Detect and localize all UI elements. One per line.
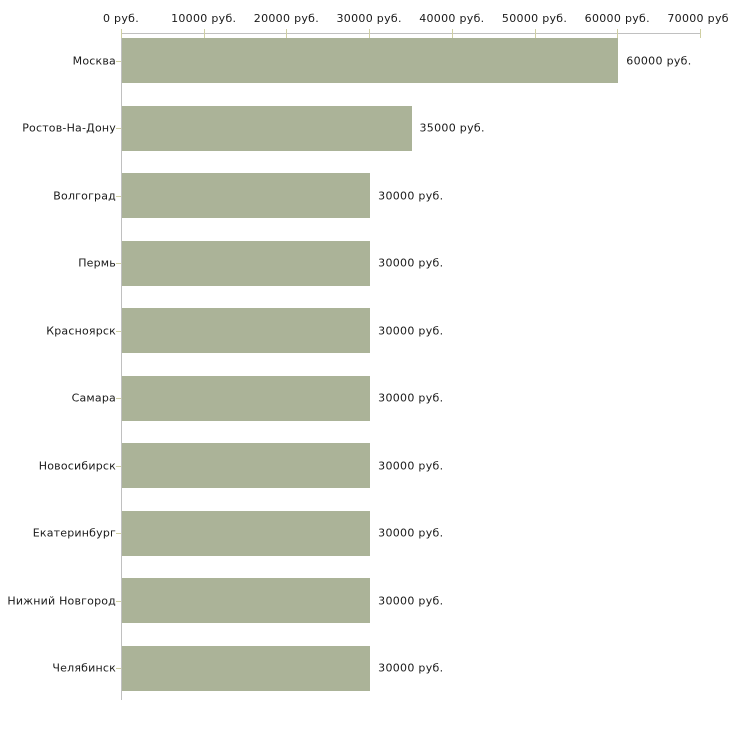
bar-value-label: 35000 руб. (419, 121, 485, 135)
bar-8 (122, 510, 371, 556)
bar-value-label: 30000 руб. (378, 459, 444, 472)
y-axis-tick (116, 398, 121, 399)
bar-value-label: 30000 руб. (378, 594, 444, 607)
x-axis-tick-label: 60000 руб. (584, 12, 650, 25)
y-axis-tick (116, 533, 121, 534)
bar-10 (122, 645, 371, 691)
category-label: Ростов-На-Дону (22, 121, 116, 135)
category-label: Волгоград (53, 189, 116, 202)
y-axis-tick (116, 465, 121, 467)
x-axis-tick (617, 29, 619, 38)
category-label: Красноярск (46, 324, 116, 337)
bar-value-label: 30000 руб. (378, 661, 444, 675)
x-axis-tick (203, 29, 205, 38)
category-label: Екатеринбург (32, 526, 116, 540)
y-axis-line (121, 33, 122, 700)
y-axis-tick (116, 60, 121, 62)
x-axis-tick-label: 50000 руб. (501, 12, 568, 25)
bar-value-label: 30000 руб. (378, 391, 444, 405)
y-axis-tick (116, 195, 121, 197)
category-label: Челябинск (52, 661, 116, 675)
y-axis-tick (116, 600, 121, 602)
bar-2 (122, 105, 412, 151)
x-axis-tick (451, 29, 453, 38)
x-axis-tick-label: 30000 руб. (336, 12, 402, 25)
bar-value-label: 30000 руб. (378, 526, 444, 540)
bar-4 (122, 240, 371, 286)
y-axis-tick (116, 330, 121, 332)
bar-value-label: 30000 руб. (378, 189, 444, 202)
x-axis-tick (534, 29, 536, 38)
category-label: Самара (71, 391, 116, 405)
y-axis-tick (116, 668, 121, 669)
x-axis-tick (700, 29, 701, 38)
bar-1 (122, 38, 619, 83)
bar-9 (122, 578, 371, 623)
x-axis-tick (121, 29, 122, 38)
category-label: Москва (72, 54, 116, 67)
x-axis-tick-label: 20000 руб. (253, 12, 320, 25)
x-axis-tick (369, 29, 371, 38)
x-axis-tick-label: 40000 руб. (419, 12, 485, 25)
bar-3 (122, 173, 371, 218)
y-axis-tick (116, 128, 121, 129)
x-axis-tick-label: 70000 руб. (667, 12, 730, 25)
bar-value-label: 30000 руб. (378, 324, 444, 337)
category-label: Новосибирск (38, 459, 116, 472)
category-label: Пермь (78, 256, 116, 270)
x-axis-line (121, 33, 700, 34)
bar-value-label: 30000 руб. (378, 256, 444, 270)
x-axis-tick-label: 0 руб. (102, 12, 140, 25)
category-label: Нижний Новгород (7, 594, 116, 607)
bar-7 (122, 443, 371, 488)
bar-value-label: 60000 руб. (626, 54, 692, 67)
bar-6 (122, 375, 371, 421)
x-axis-tick-label: 10000 руб. (171, 12, 237, 25)
bar-5 (122, 308, 371, 353)
y-axis-tick (116, 263, 121, 264)
x-axis-tick (286, 29, 288, 38)
